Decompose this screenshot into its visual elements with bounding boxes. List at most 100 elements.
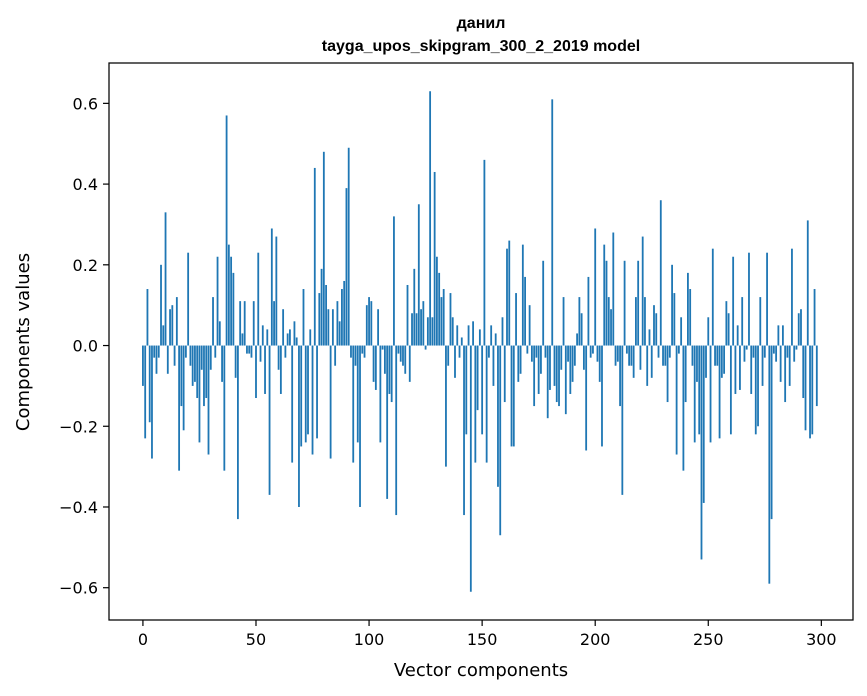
bar — [476, 345, 479, 411]
bar — [612, 232, 615, 346]
bar — [252, 301, 255, 346]
bar — [693, 345, 696, 443]
bar — [705, 345, 707, 378]
bar — [203, 345, 205, 407]
bar — [671, 264, 673, 346]
bar — [383, 345, 386, 374]
bar — [291, 345, 294, 463]
bar — [406, 284, 409, 346]
bar — [682, 345, 685, 471]
bar — [184, 345, 187, 358]
bar — [641, 236, 644, 346]
x-tick-label: 50 — [246, 630, 266, 649]
bar — [329, 345, 332, 459]
bar — [146, 289, 149, 346]
bar — [497, 345, 499, 487]
bar — [761, 345, 764, 386]
bar — [691, 345, 694, 366]
bar — [779, 345, 782, 382]
bar — [763, 345, 766, 358]
bar — [239, 301, 242, 346]
bar — [815, 345, 818, 407]
bar — [356, 345, 359, 443]
bar — [223, 345, 226, 471]
y-tick-label: 0.6 — [73, 94, 98, 113]
bar — [338, 321, 341, 346]
bar — [768, 345, 771, 584]
bar — [587, 276, 590, 346]
bar — [343, 280, 346, 346]
bar — [440, 297, 443, 346]
bar — [607, 297, 610, 346]
bar — [433, 171, 436, 346]
bar — [221, 345, 223, 382]
bar — [530, 345, 533, 362]
bar — [442, 289, 445, 346]
bar — [589, 345, 592, 358]
bar — [148, 345, 151, 423]
bar — [702, 345, 705, 503]
bar — [741, 297, 744, 346]
bar — [725, 301, 728, 346]
bar — [449, 293, 452, 346]
bar — [142, 345, 144, 386]
bar — [689, 289, 692, 346]
bar — [320, 268, 323, 346]
bar — [644, 297, 646, 346]
bar — [264, 345, 266, 394]
bar — [463, 345, 465, 516]
bar — [399, 345, 402, 362]
bar — [460, 337, 463, 346]
bar — [205, 345, 208, 399]
bar — [709, 345, 712, 443]
bar — [752, 345, 755, 358]
x-tick-label: 150 — [467, 630, 498, 649]
bar — [718, 345, 721, 439]
bar — [311, 345, 314, 455]
bar — [273, 301, 275, 346]
bar — [777, 325, 780, 346]
bar — [662, 345, 664, 366]
bar — [786, 345, 789, 358]
bar — [469, 345, 472, 592]
bar — [187, 252, 190, 346]
y-axis-label: Components values — [13, 253, 34, 431]
bar — [519, 345, 522, 374]
bar — [413, 268, 416, 346]
bar — [325, 284, 327, 346]
bar — [657, 345, 660, 358]
y-tick-label: 0.4 — [73, 175, 98, 194]
bar — [445, 345, 447, 467]
bar — [302, 289, 305, 346]
bar — [166, 345, 169, 374]
bar — [558, 345, 560, 407]
bar — [426, 317, 429, 346]
bar — [553, 345, 556, 386]
bar — [616, 345, 619, 362]
bar — [381, 345, 384, 350]
bar — [524, 276, 526, 346]
bar — [377, 309, 380, 346]
bar — [675, 345, 678, 455]
y-tick-label: 0.2 — [73, 256, 98, 275]
bar — [431, 317, 434, 346]
bar — [788, 345, 791, 386]
bar — [309, 329, 312, 346]
bar — [194, 345, 196, 382]
bar — [546, 345, 549, 419]
bar — [732, 256, 735, 346]
bar — [393, 216, 395, 346]
bar — [350, 345, 352, 358]
bar — [809, 345, 811, 439]
bar — [743, 345, 746, 362]
bar — [503, 345, 506, 403]
bar — [237, 345, 239, 520]
bar — [784, 345, 787, 403]
bar — [361, 345, 364, 354]
bar — [567, 345, 569, 362]
bar — [684, 345, 687, 403]
bar — [467, 325, 470, 346]
bar — [806, 220, 809, 346]
bar — [390, 345, 393, 403]
bar — [650, 345, 653, 378]
